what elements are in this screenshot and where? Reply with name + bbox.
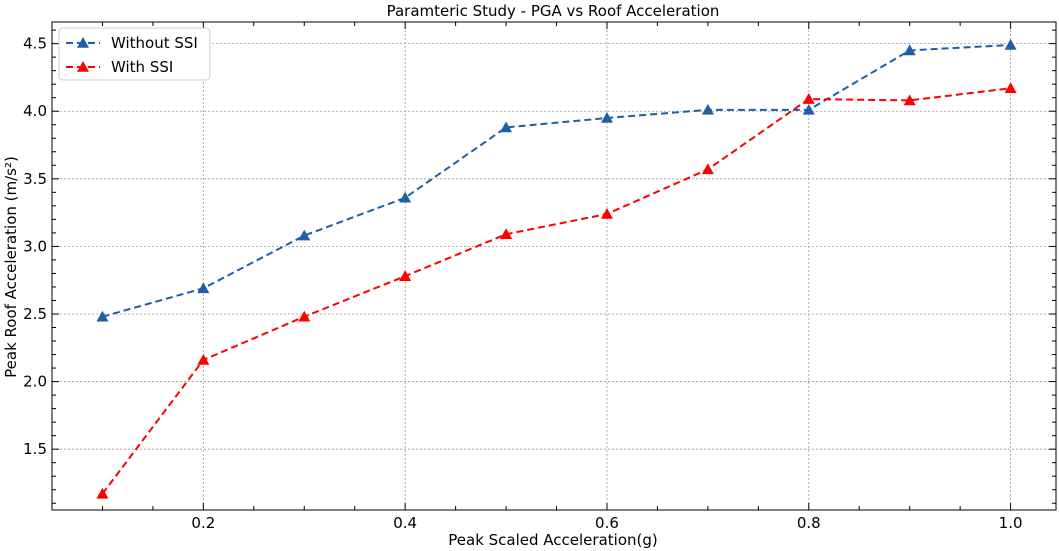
y-tick-label: 2.0 (23, 373, 47, 391)
x-tick-label: 1.0 (999, 514, 1023, 532)
y-tick-label: 4.0 (23, 102, 47, 120)
y-tick-label: 1.5 (23, 440, 47, 458)
grid (52, 22, 1056, 510)
data-point-marker (399, 191, 412, 203)
series-with-ssi (96, 82, 1017, 499)
x-tick-label: 0.4 (393, 514, 417, 532)
data-point-marker (399, 270, 412, 281)
y-axis-label: Peak Roof Acceleration (m/s²) (2, 156, 20, 378)
plot-frame (51, 21, 1057, 511)
data-point-marker (1004, 38, 1017, 50)
series-without-ssi (96, 38, 1017, 322)
legend-box (58, 27, 211, 81)
data-point-marker (701, 163, 714, 175)
y-tick-label: 2.5 (23, 305, 47, 323)
y-tick-label: 4.5 (23, 35, 47, 53)
series-line (102, 43, 1011, 318)
data-point-marker (1004, 82, 1017, 94)
data-point-marker (500, 121, 513, 133)
data-point-marker (96, 310, 109, 322)
legend-marker (77, 61, 89, 72)
chart-title: Paramteric Study - PGA vs Roof Accelerat… (387, 2, 720, 20)
data-point-marker (903, 94, 916, 106)
legend: Without SSI With SSI (58, 27, 211, 81)
legend-label: With SSI (111, 58, 173, 76)
x-axis-label: Peak Scaled Acceleration(g) (448, 531, 657, 549)
legend-label: Without SSI (111, 34, 198, 52)
legend-marker (77, 37, 89, 48)
data-point-marker (96, 487, 109, 499)
data-point-marker (903, 44, 916, 56)
data-point-marker (197, 353, 210, 365)
x-tick-label: 0.8 (797, 514, 821, 532)
data-point-marker (600, 207, 613, 219)
y-tick-label: 3.0 (23, 237, 47, 255)
series-layer (96, 38, 1017, 499)
data-point-marker (802, 93, 815, 104)
data-point-marker (600, 111, 613, 123)
data-point-marker (197, 282, 210, 294)
data-point-marker (701, 103, 714, 115)
data-point-marker (298, 229, 311, 241)
series-line (101, 87, 1011, 495)
axis-ticks: 0.2 0.4 0.6 0.8 1.0 1.5 2.0 2.5 3.0 3.5 4.0 4.5 (23, 22, 1056, 532)
data-point-marker (298, 310, 311, 322)
x-tick-label: 0.2 (191, 514, 215, 532)
x-tick-label: 0.6 (595, 514, 619, 532)
y-tick-label: 3.5 (23, 170, 47, 188)
data-point-marker (802, 103, 815, 115)
data-point-marker (500, 228, 513, 240)
